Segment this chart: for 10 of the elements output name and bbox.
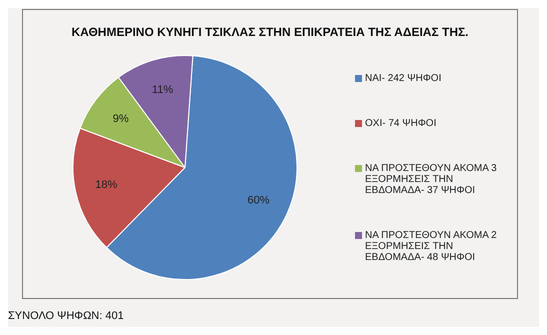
data-label: 18% [95, 179, 118, 192]
legend-label: ΝΑΙ- 242 ΨΗΦΟΙ [365, 72, 442, 84]
data-label: 9% [112, 112, 129, 125]
legend-label: ΝΑ ΠΡΟΣΤΕΘΟΥΝ ΑΚΟΜΑ 2 ΕΞΟΡΜΗΣΕΙΣ ΤΗΝ ΕΒΔΟΜΑΔΑ- 48 ΨΗΦΟΙ [365, 230, 498, 262]
legend-label: ΝΑ ΠΡΟΣΤΕΘΟΥΝ ΑΚΟΜΑ 3 ΕΞΟΡΜΗΣΕΙΣ ΤΗΝ ΕΒΔΟΜΑΔΑ- 37 ΨΗΦΟΙ [365, 162, 498, 196]
chart-title: ΚΑΘΗΜΕΡΙΝΟ ΚΥΝΗΓΙ ΤΣΙΚΛΑΣ ΣΤΗΝ ΕΠΙΚΡΑΤΕΙΑ ΤΗΣ ΑΔΕΙΑΣ ΤΗΣ. [70, 25, 470, 39]
legend-label: ΟΧΙ- 74 ΨΗΦΟΙ [365, 118, 436, 128]
data-label: 11% [152, 84, 174, 96]
data-label: 60% [248, 194, 270, 207]
text: ΣΥΝΟΛΟ ΨΗΦΩΝ: 401 [8, 310, 124, 322]
